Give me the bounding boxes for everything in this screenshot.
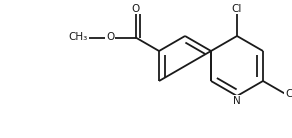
Text: O: O [132, 3, 140, 14]
Text: Cl: Cl [232, 3, 242, 14]
Text: CH₃: CH₃ [68, 33, 88, 43]
Text: N: N [233, 96, 241, 106]
Text: O: O [106, 33, 114, 43]
Text: Cl: Cl [285, 89, 292, 99]
